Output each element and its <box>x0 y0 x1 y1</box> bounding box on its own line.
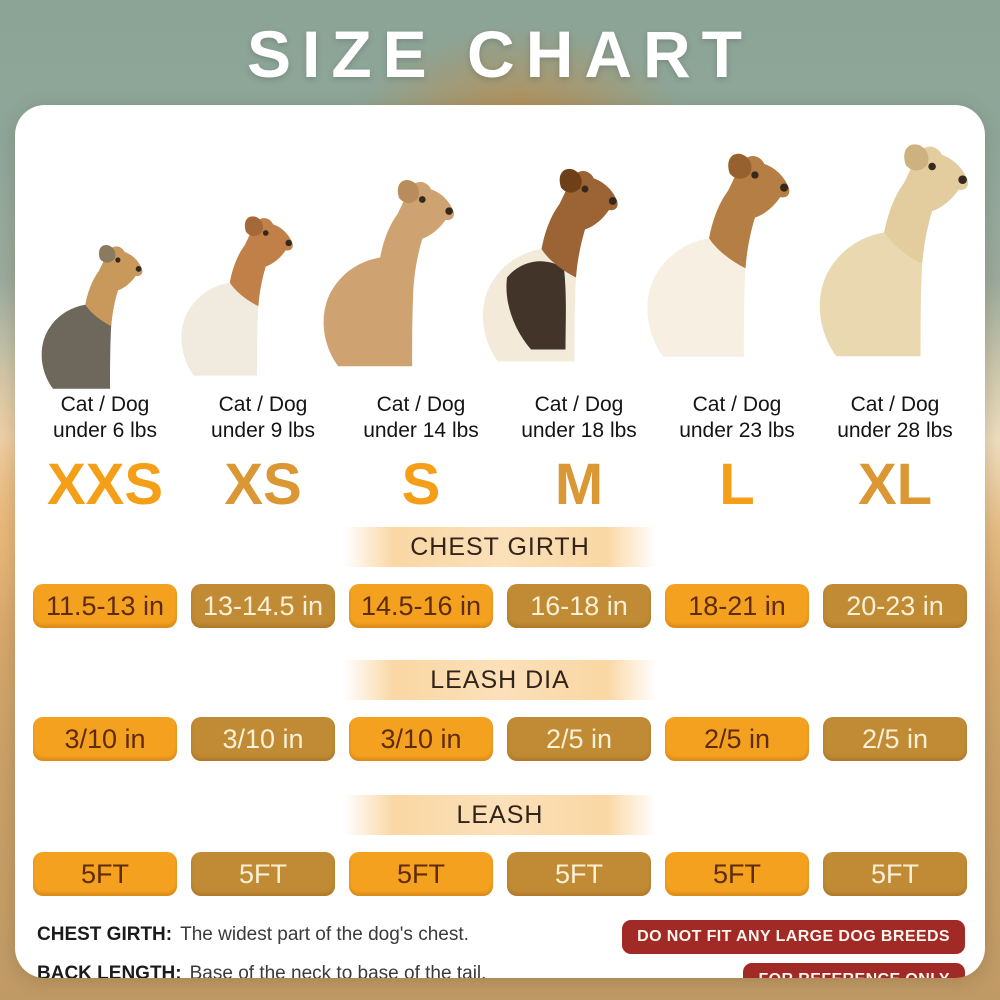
section-header-leash-dia: LEASH DIA <box>344 660 656 701</box>
warning-badge-no-large-breeds: DO NOT FIT ANY LARGE DOG BREEDS <box>622 920 965 955</box>
dog-photo-m <box>474 138 624 390</box>
weight-label: Cat / Dog under 9 lbs <box>211 393 315 442</box>
note-chest-girth-label: CHEST GIRTH: <box>37 924 173 946</box>
chest-girth-value: 20-23 in <box>823 584 967 629</box>
size-letter-xs: XS <box>224 452 302 518</box>
weight-labels-row: Cat / Dog under 6 lbs Cat / Dog under 9 lb… <box>15 392 985 443</box>
dog-photo-xl <box>810 108 975 390</box>
leash-value: 5FT <box>349 852 493 897</box>
section-header-leash: LEASH <box>344 795 656 836</box>
chest-girth-value: 16-18 in <box>507 584 651 629</box>
size-letters-row: XXS XS S M L XL <box>15 449 985 521</box>
dog-photo-xxs <box>35 242 147 390</box>
note-chest-girth: CHEST GIRTH: The widest part of the dog's… <box>37 924 622 946</box>
note-chest-girth-text: The widest part of the dog's chest. <box>180 924 469 946</box>
section-header-chest-girth: CHEST GIRTH <box>344 527 656 568</box>
weight-label: Cat / Dog under 6 lbs <box>53 393 157 442</box>
size-letter-l: L <box>719 452 755 518</box>
dog-photo-xs <box>174 200 298 390</box>
chest-girth-row: 11.5-13 in 13-14.5 in 14.5-16 in 16-18 i… <box>15 584 985 629</box>
leash-dia-value: 3/10 in <box>349 717 493 762</box>
note-back-length: BACK LENGTH: Base of the neck to base of … <box>37 963 622 978</box>
size-letter-xl: XL <box>857 452 933 518</box>
leash-value: 5FT <box>33 852 177 897</box>
leash-dia-value: 2/5 in <box>665 717 809 762</box>
leash-value: 5FT <box>507 852 651 897</box>
warning-badge-reference-only: FOR REFERENCE ONLY <box>743 963 965 978</box>
size-letter-xxs: XXS <box>46 452 164 518</box>
footer: CHEST GIRTH: The widest part of the dog's… <box>15 920 985 978</box>
size-chart-card: Cat / Dog under 6 lbs Cat / Dog under 9 lb… <box>15 105 985 978</box>
chest-girth-value: 11.5-13 in <box>33 584 177 629</box>
chest-girth-value: 13-14.5 in <box>191 584 335 629</box>
chest-girth-value: 18-21 in <box>665 584 809 629</box>
note-back-length-text: Base of the neck to base of the tail.(Ex… <box>189 963 487 978</box>
leash-value: 5FT <box>665 852 809 897</box>
dog-photo-l <box>638 118 796 390</box>
chest-girth-value: 14.5-16 in <box>349 584 493 629</box>
leash-value: 5FT <box>823 852 967 897</box>
dog-photo-s <box>315 154 460 390</box>
leash-dia-value: 3/10 in <box>191 717 335 762</box>
leash-value: 5FT <box>191 852 335 897</box>
weight-label: Cat / Dog under 18 lbs <box>521 393 637 442</box>
leash-dia-row: 3/10 in 3/10 in 3/10 in 2/5 in 2/5 in 2/… <box>15 717 985 762</box>
leash-dia-value: 2/5 in <box>823 717 967 762</box>
weight-label: Cat / Dog under 14 lbs <box>363 393 479 442</box>
note-back-length-label: BACK LENGTH: <box>37 963 182 978</box>
size-letter-m: M <box>554 452 604 518</box>
leash-dia-value: 2/5 in <box>507 717 651 762</box>
weight-label: Cat / Dog under 28 lbs <box>837 393 953 442</box>
size-letter-s: S <box>401 452 441 518</box>
dog-photos-row <box>15 105 985 390</box>
warning-badges: DO NOT FIT ANY LARGE DOG BREEDS FOR REFE… <box>622 920 965 978</box>
page-title: SIZE CHART <box>247 17 753 91</box>
weight-label: Cat / Dog under 23 lbs <box>679 393 795 442</box>
measurement-notes: CHEST GIRTH: The widest part of the dog's… <box>37 920 622 978</box>
leash-row: 5FT 5FT 5FT 5FT 5FT 5FT <box>15 852 985 897</box>
leash-dia-value: 3/10 in <box>33 717 177 762</box>
